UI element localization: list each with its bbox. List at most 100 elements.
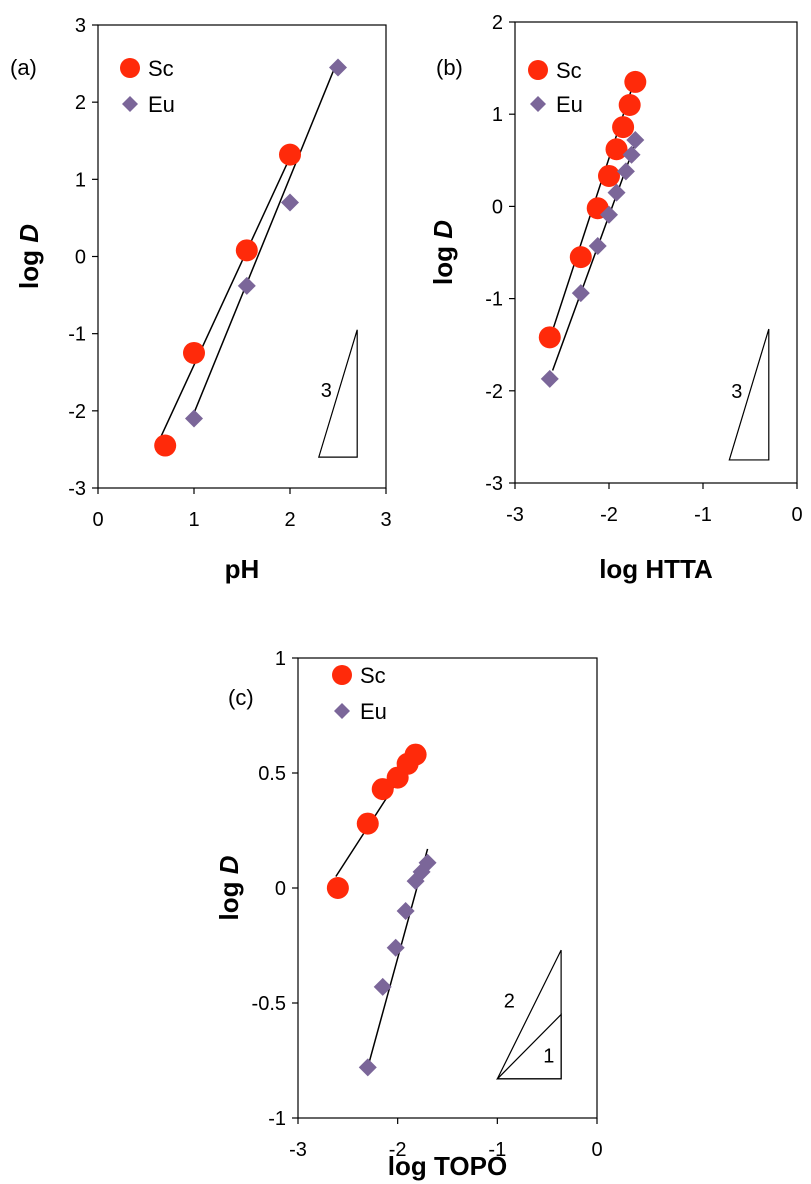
y-tick-label: -1 [68, 324, 86, 346]
x-tick-label: -1 [694, 504, 712, 526]
y-axis-title-main: log [428, 239, 458, 285]
data-point-sc [279, 143, 301, 166]
data-point-eu [373, 977, 392, 996]
y-axis-title-italic: D [14, 224, 44, 243]
x-tick-label: -1 [488, 1139, 506, 1161]
y-tick-label: 2 [492, 12, 503, 34]
chart-panel-2: -3 -2 -1 0 1 2 -3 -2 -1 0 log HTTA log D (b) Sc Eu 3 [428, 12, 803, 584]
plot-frame [514, 21, 798, 484]
slope-triangle [317, 329, 358, 458]
legend-marker-eu [122, 96, 138, 112]
data-point-eu [588, 237, 607, 256]
legend-label-eu: Eu [148, 92, 175, 117]
legend-label-sc: Sc [360, 663, 386, 688]
data-point-eu [386, 938, 405, 957]
x-tick-label: 3 [380, 509, 391, 531]
legend-label-eu: Eu [360, 699, 387, 724]
slope-label: 1 [543, 1045, 554, 1067]
legend-marker-eu [334, 703, 350, 719]
fit-line-sc [159, 146, 296, 439]
legend-label-eu: Eu [556, 92, 583, 117]
data-point-eu [600, 205, 618, 224]
y-tick-label: 0.5 [258, 763, 286, 785]
y-axis-title-italic: D [214, 855, 244, 874]
data-point-eu [185, 409, 203, 428]
y-tick-label: -0.5 [252, 993, 286, 1015]
y-axis-title: log D [428, 220, 458, 285]
slope-label: 3 [731, 381, 742, 403]
legend-label-sc: Sc [148, 56, 174, 81]
data-point-eu [622, 145, 641, 164]
legend-marker-sc [528, 60, 548, 80]
slope-triangle [495, 1013, 562, 1080]
y-axis-title: log D [214, 855, 244, 920]
x-tick-label: 0 [92, 509, 103, 531]
data-point-eu [237, 276, 256, 295]
data-point-sc [624, 70, 647, 93]
y-axis-title: log D [14, 224, 44, 289]
y-tick-label: -1 [268, 1108, 286, 1130]
data-point-sc [183, 341, 205, 364]
y-axis-title-main: log [14, 243, 44, 289]
x-tick-label: 0 [791, 504, 802, 526]
y-tick-label: 2 [75, 92, 86, 114]
panel-label: (a) [10, 55, 37, 80]
data-point-eu [281, 193, 299, 212]
y-tick-label: -2 [485, 381, 503, 403]
panel-label: (c) [228, 685, 254, 710]
data-point-eu [396, 902, 415, 920]
data-point-sc [326, 877, 349, 899]
chart-panel-1: -3 -2 -1 0 1 2 3 0 1 2 3 pH log D (a) Sc Eu 3 [10, 15, 392, 584]
legend-marker-eu [530, 96, 546, 112]
y-tick-label: 1 [75, 169, 86, 191]
legend-marker-sc [332, 665, 352, 685]
data-point-eu [571, 284, 590, 303]
legend-label-sc: Sc [556, 58, 582, 83]
data-point-sc [569, 246, 592, 269]
y-tick-label: -1 [485, 289, 503, 311]
y-tick-label: 0 [75, 247, 86, 269]
data-point-sc [235, 239, 258, 262]
x-tick-label: -2 [600, 504, 618, 526]
x-tick-label: 1 [188, 509, 199, 531]
data-point-eu [329, 58, 347, 77]
data-point-eu [616, 162, 635, 181]
y-tick-label: 1 [275, 648, 286, 670]
panel-label: (b) [436, 55, 463, 80]
x-axis-title: log HTTA [599, 554, 713, 584]
y-tick-label: 0 [275, 878, 286, 900]
x-tick-label: 0 [591, 1139, 602, 1161]
x-axis-title: pH [225, 554, 260, 584]
data-point-sc [404, 743, 427, 766]
y-tick-label: 1 [492, 104, 503, 126]
data-point-eu [540, 369, 559, 388]
data-point-eu [607, 183, 626, 202]
x-tick-label: 2 [284, 509, 295, 531]
y-tick-label: -3 [68, 478, 86, 500]
data-point-sc [154, 434, 177, 457]
slope-label: 2 [504, 991, 515, 1013]
slope-label: 3 [321, 380, 332, 402]
chart-panel-3: -1 -0.5 0 0.5 1 -3 -2 -1 0 log TOPO log D (c) Sc Eu 2 1 [214, 648, 603, 1181]
data-point-eu [626, 131, 645, 150]
data-point-eu [418, 853, 437, 872]
y-axis-title-main: log [214, 874, 244, 920]
data-point-sc [538, 326, 561, 349]
y-tick-label: -2 [68, 401, 86, 423]
y-tick-label: 0 [492, 196, 503, 218]
data-point-eu [358, 1058, 377, 1077]
y-tick-label: 3 [75, 15, 86, 37]
y-tick-label: -3 [485, 473, 503, 495]
x-tick-label: -2 [389, 1139, 407, 1161]
data-point-sc [371, 778, 394, 801]
x-tick-label: -3 [289, 1139, 307, 1161]
data-point-sc [598, 164, 620, 187]
y-axis-title-italic: D [428, 220, 458, 239]
x-tick-label: -3 [506, 504, 524, 526]
legend-marker-sc [120, 58, 140, 78]
data-point-sc [618, 93, 641, 116]
data-point-sc [612, 116, 635, 139]
x-axis-title: log TOPO [388, 1151, 507, 1181]
data-point-sc [605, 138, 628, 161]
